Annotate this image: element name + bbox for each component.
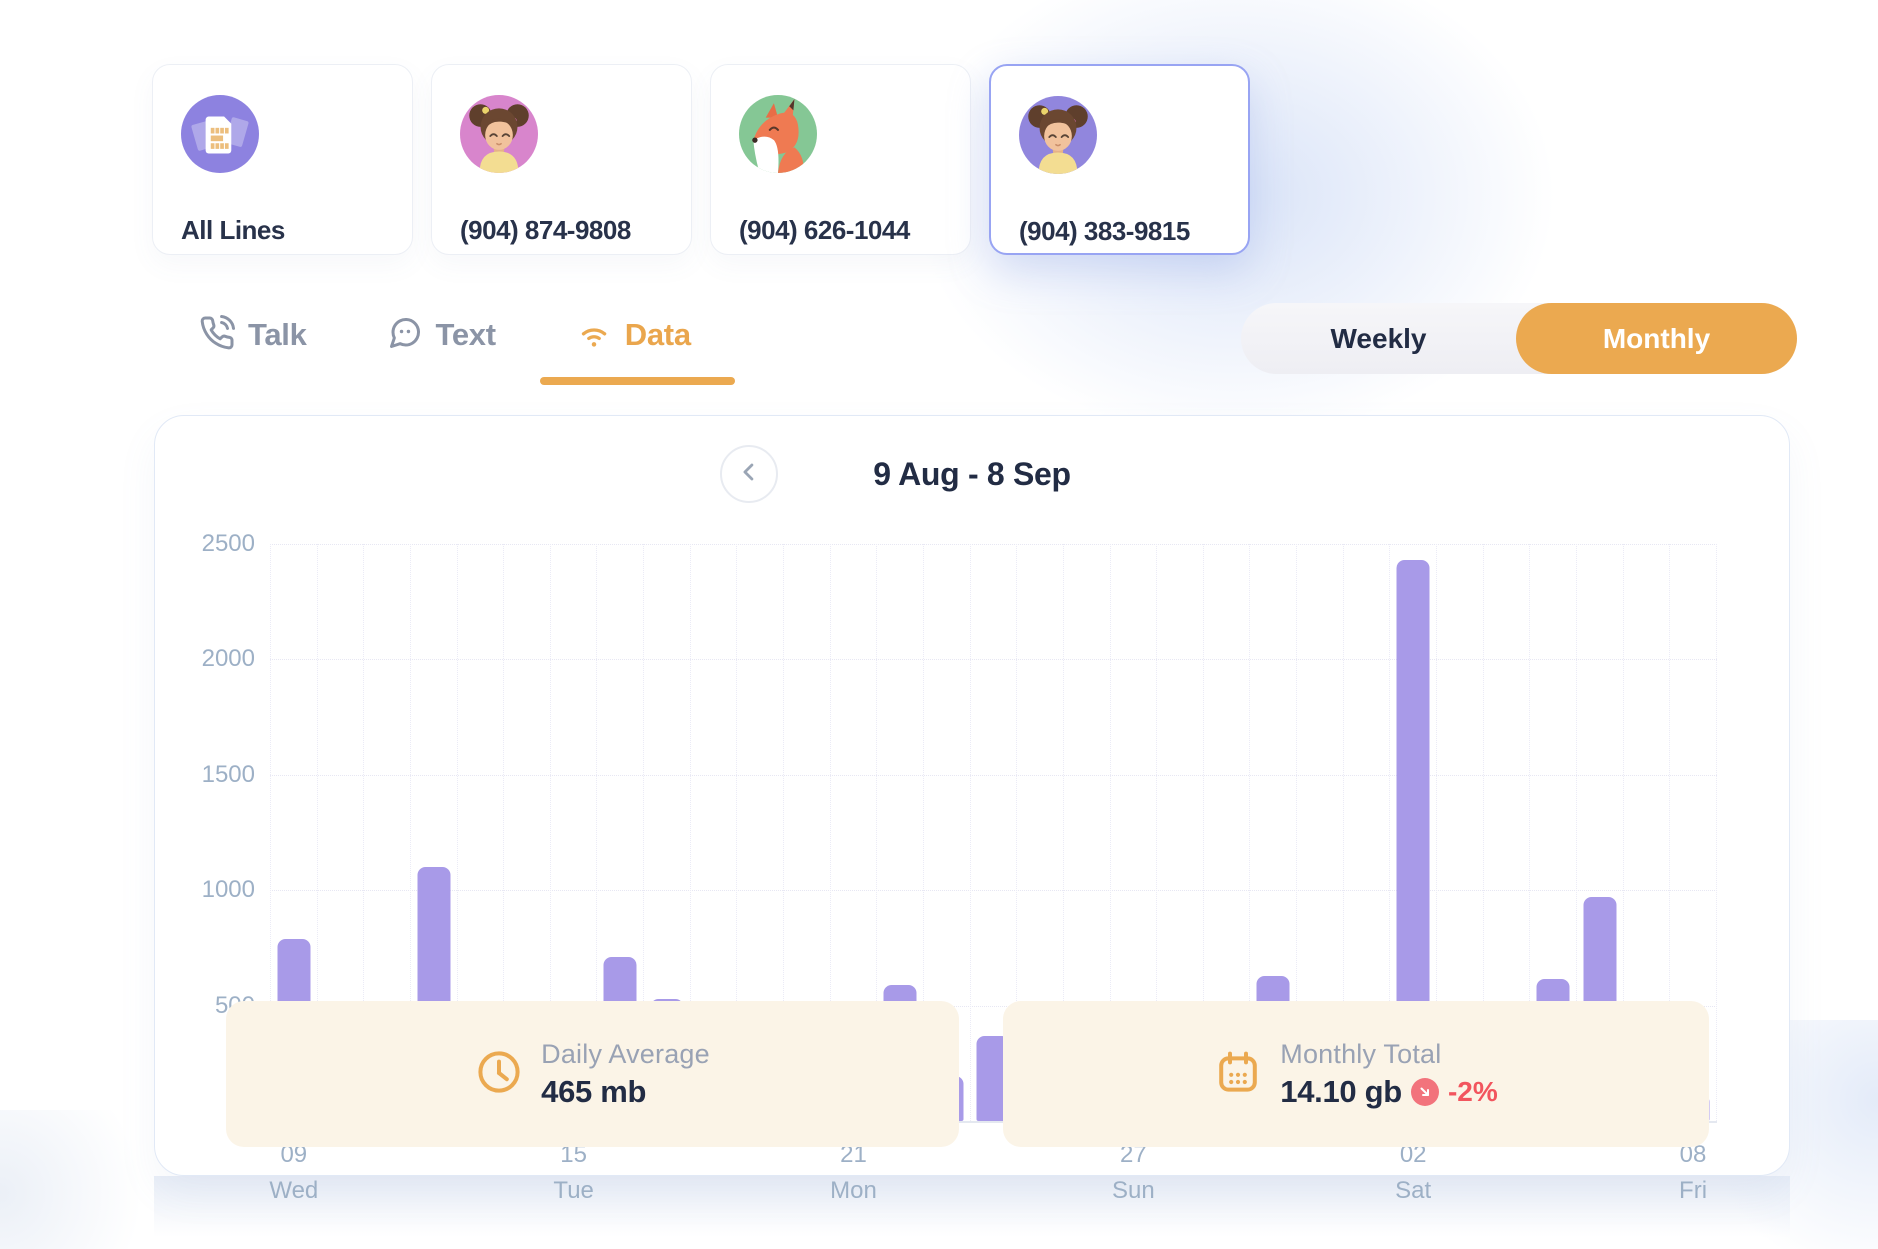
summary-label: Monthly Total [1280,1038,1442,1069]
line-card-904-626-1044[interactable]: (904) 626-1044 [710,64,971,255]
tab-label: Text [435,317,497,352]
toggle-weekly[interactable]: Weekly [1330,322,1427,354]
x-axis-line [262,1121,1717,1123]
previous-period-button[interactable] [720,445,778,503]
gridline-horizontal [270,1005,1717,1007]
monthly-total-value: 14.10 gb [1280,1073,1402,1109]
tab-label: Data [624,317,691,352]
line-card-904-874-9808[interactable]: (904) 874-9808 [431,64,692,255]
usage-type-tabs: Talk Text Data [199,306,735,385]
x-axis-tick-label: 02 Sat [1395,1141,1432,1204]
daily-average-card: Daily Average 465 mb [226,1001,959,1147]
corner-glow-left [0,1110,170,1249]
x-axis-tick-label: 15 Tue [553,1141,594,1204]
tab-label: Talk [248,317,307,352]
y-axis-tick-label: 1500 [201,760,255,788]
monthly-total-card: Monthly Total 14.10 gb -2% [1003,1001,1709,1147]
y-axis: 05001000150020002500 [185,530,255,1134]
line-label: (904) 626-1044 [739,215,910,245]
wifi-icon [576,315,612,356]
chart-card-shadow [154,1176,1790,1248]
girl-purple-avatar [1019,96,1097,174]
date-range-title: 9 Aug - 8 Sep [873,456,1071,492]
x-axis-tick-label: 27 Sun [1111,1141,1155,1204]
monthly-delta: -2% [1447,1075,1498,1107]
x-axis-tick-label: 09 Wed [269,1141,319,1204]
daily-average-value: 465 mb [541,1073,647,1109]
line-label: (904) 874-9808 [460,215,631,245]
gridline-horizontal [270,659,1717,661]
toggle-monthly-selected[interactable]: Monthly [1516,303,1797,374]
girl-pink-avatar [460,95,538,173]
gridline-horizontal [270,774,1717,776]
clock-icon [475,1048,523,1101]
trend-down-icon [1410,1077,1439,1106]
gridline-horizontal [270,544,1717,545]
chat-icon [387,315,423,356]
x-axis-tick-label: 21 Mon [830,1141,877,1204]
tab-text[interactable]: Text [387,315,496,356]
phone-icon [199,314,235,356]
y-axis-tick-label: 2500 [201,530,255,557]
usage-chart-card: 9 Aug - 8 Sep 05001000150020002500 09Wed… [154,415,1790,1204]
summary-label: Daily Average [541,1038,710,1069]
tab-data-active[interactable]: Data [539,315,735,385]
gridline-horizontal [270,890,1717,892]
y-axis-tick-label: 2000 [201,645,255,673]
phone-lines-row: All Lines [152,64,1250,255]
chevron-left-icon [735,458,763,491]
line-label: (904) 383-9815 [1019,216,1190,246]
line-card-all-lines[interactable]: All Lines [152,64,413,255]
x-axis-tick-label: 08 Fri [1679,1141,1708,1204]
tab-talk[interactable]: Talk [199,314,307,356]
calendar-icon [1214,1048,1262,1101]
y-axis-tick-label: 1000 [201,876,255,904]
line-card-904-383-9815-selected[interactable]: (904) 383-9815 [989,64,1250,255]
period-toggle: Weekly Monthly [1241,303,1797,374]
sim-cards-icon [181,95,259,173]
fox-green-avatar [739,95,817,173]
line-label: All Lines [181,215,285,245]
